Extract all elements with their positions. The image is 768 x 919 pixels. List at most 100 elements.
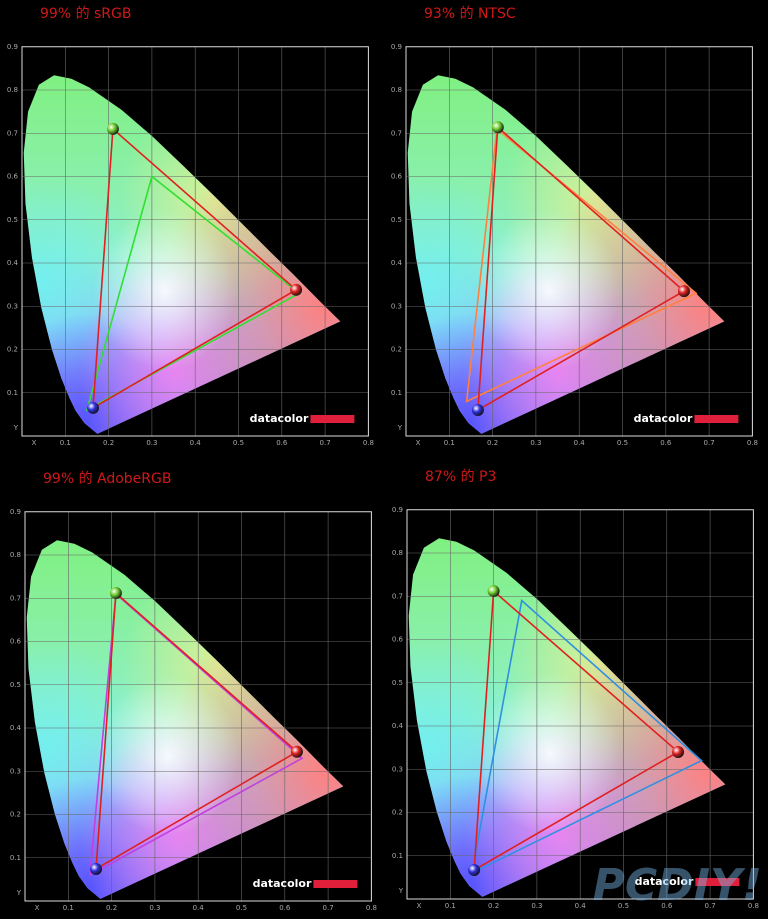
spectral-locus	[408, 538, 726, 897]
y-tick-label: 0.6	[391, 173, 403, 181]
vertex-marker	[90, 862, 103, 875]
x-tick-label: 0.7	[323, 904, 334, 912]
chart-title: 87% 的 P3	[425, 469, 496, 485]
vertex-marker	[471, 404, 484, 417]
y-tick-label: 0.7	[392, 592, 403, 600]
y-tick-label: Y	[13, 424, 19, 432]
x-tick-label: 0.2	[488, 902, 499, 910]
y-tick-label: 0.1	[10, 854, 21, 862]
gamut-triangle	[470, 599, 703, 875]
x-tick-label: 0.7	[704, 439, 715, 447]
x-tick-label: X	[416, 439, 421, 447]
locus-fill	[23, 75, 341, 434]
y-tick-label: 0.1	[391, 389, 402, 397]
y-tick-label: 0.6	[7, 173, 19, 181]
y-tick-label: 0.8	[10, 551, 21, 559]
spectral-locus	[407, 75, 725, 434]
plot-frame	[21, 46, 369, 437]
logo: datacolor	[250, 412, 309, 425]
gamut-triangle	[85, 175, 301, 412]
logo-bar	[310, 415, 355, 423]
x-tick-label: 0.6	[660, 439, 672, 447]
vertex-marker	[87, 401, 100, 414]
watermark: PCDIY!	[593, 860, 762, 911]
y-tick-label: 0.3	[10, 767, 21, 775]
y-tick-label: 0.3	[392, 765, 403, 773]
y-tick-label: 0.9	[10, 508, 21, 516]
y-tick-label: 0.7	[391, 129, 402, 137]
x-tick-label: 0.6	[279, 904, 291, 912]
vertex-marker	[672, 745, 685, 758]
logo: datacolor	[253, 877, 312, 890]
vertex-marker	[487, 585, 500, 598]
y-tick-label: 0.2	[10, 811, 21, 819]
plot-frame	[24, 511, 372, 902]
vertex-marker	[468, 864, 481, 877]
x-tick-label: 0.3	[149, 904, 160, 912]
x-tick-label: 0.7	[705, 902, 716, 910]
x-tick-label: 0.6	[661, 902, 673, 910]
logo-bar	[313, 880, 358, 888]
x-tick-label: 0.4	[193, 904, 205, 912]
vertex-marker	[290, 745, 303, 758]
y-tick-label: 0.5	[391, 216, 402, 224]
gamut-triangle	[92, 127, 298, 410]
x-tick-label: 0.5	[617, 439, 628, 447]
y-tick-label: 0.3	[7, 302, 18, 310]
x-tick-label: X	[32, 439, 37, 447]
panel: 93% 的 NTSC X 0.1 0.2 0.3 0.4 0.5 0.6 0.7 0.8 Y 0.1 0…	[391, 6, 758, 447]
vertex-marker	[106, 122, 119, 135]
locus-fill	[26, 540, 344, 899]
logo-bar	[695, 878, 740, 886]
chart-title: 99% 的 sRGB	[40, 6, 132, 22]
y-tick-label: 0.6	[10, 638, 22, 646]
y-tick-label: Y	[397, 424, 403, 432]
x-tick-label: X	[35, 904, 40, 912]
chart-title: 99% 的 AdobeRGB	[43, 471, 171, 487]
x-tick-label: 0.3	[531, 902, 542, 910]
panel: 87% 的 P3 X 0.1 0.2 0.3 0.4 0.5 0.6 0.7 0.8 Y 0.1 0.2…	[392, 469, 759, 910]
y-tick-label: 0.4	[7, 259, 19, 267]
spectral-locus	[23, 75, 341, 434]
y-tick-label: Y	[398, 887, 404, 895]
x-tick-label: 0.6	[276, 439, 288, 447]
x-tick-label: 0.5	[618, 902, 629, 910]
x-tick-label: X	[417, 902, 422, 910]
y-tick-label: 0.8	[391, 86, 402, 94]
y-tick-label: 0.9	[392, 506, 403, 514]
gamut-triangle	[473, 589, 680, 872]
x-tick-label: 0.8	[748, 902, 759, 910]
y-tick-label: 0.5	[392, 679, 403, 687]
x-tick-label: 0.5	[236, 904, 247, 912]
y-tick-label: 0.9	[7, 43, 18, 51]
y-tick-label: 0.2	[391, 346, 402, 354]
gamut-triangle	[476, 125, 686, 412]
logo: datacolor	[635, 875, 694, 888]
locus-fill	[408, 538, 726, 897]
x-tick-label: 0.1	[444, 439, 455, 447]
y-tick-label: 0.4	[392, 722, 404, 730]
x-tick-label: 0.2	[103, 439, 114, 447]
x-tick-label: 0.3	[146, 439, 157, 447]
y-tick-label: 0.2	[392, 809, 403, 817]
y-tick-label: 0.8	[392, 549, 403, 557]
y-tick-label: 0.5	[7, 216, 18, 224]
vertex-marker	[290, 283, 303, 296]
x-tick-label: 0.8	[366, 904, 377, 912]
plot-frame	[405, 46, 753, 437]
locus-fill	[407, 75, 725, 434]
y-tick-label: 0.8	[7, 86, 18, 94]
chart-title: 93% 的 NTSC	[424, 6, 516, 22]
gamut-triangle	[89, 592, 304, 877]
plot-frame	[406, 509, 754, 900]
x-tick-label: 0.7	[320, 439, 331, 447]
x-tick-label: 0.1	[63, 904, 74, 912]
panel: 99% 的 AdobeRGB X 0.1 0.2 0.3 0.4 0.5 0.6 0.7 0.8 Y…	[10, 471, 377, 912]
y-tick-label: 0.9	[391, 43, 402, 51]
y-tick-label: 0.7	[7, 129, 18, 137]
x-tick-label: 0.4	[574, 439, 586, 447]
vertex-marker	[677, 285, 690, 298]
y-tick-label: 0.5	[10, 681, 21, 689]
